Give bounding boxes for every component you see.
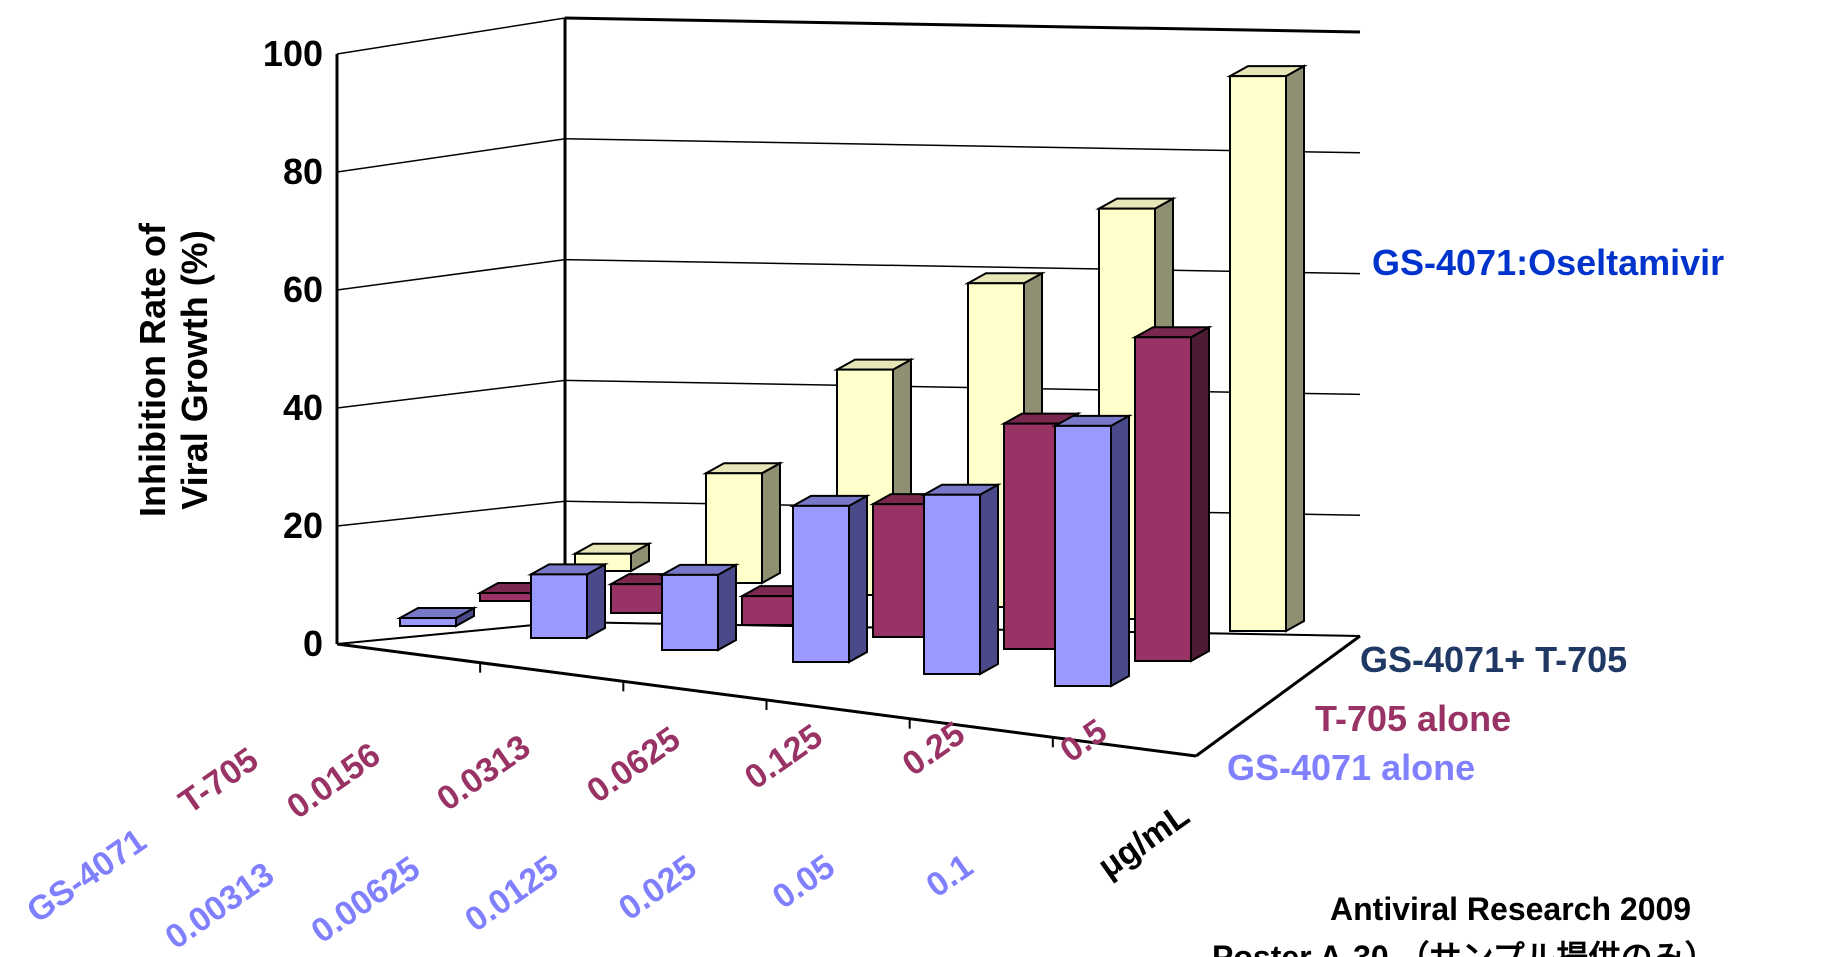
x-label-t705: 0.5 <box>1053 712 1114 770</box>
gridline-back <box>564 138 1361 154</box>
legend-combo: GS-4071+ T-705 <box>1360 639 1627 680</box>
bar-t-705-alone-5 <box>1131 325 1213 663</box>
gridline-side <box>336 500 566 527</box>
x-header-gs4071: GS-4071 <box>20 821 153 930</box>
x-label-gs4071: 0.05 <box>766 847 842 916</box>
source-line2: Poster A-30 （サンプル提供のみ） <box>1212 939 1717 957</box>
back-top-edge <box>564 16 1361 34</box>
x-label-gs4071: 0.00313 <box>158 855 280 957</box>
bar-gs-4071-alone-4 <box>920 483 1002 676</box>
bar-gs-4071-alone-5 <box>1051 414 1133 688</box>
source-line1: Antiviral Research 2009 <box>1330 891 1691 927</box>
bar-gs-4071-t-705-5 <box>1226 64 1308 633</box>
x-label-gs4071: 0.00625 <box>304 849 426 951</box>
gridline-side <box>336 379 566 409</box>
gridline-side <box>336 138 566 173</box>
y-tick-label: 40 <box>283 387 323 428</box>
bar-gs-4071-alone-2 <box>658 563 740 652</box>
x-label-gs4071: 0.0125 <box>458 849 565 940</box>
gridline-back <box>564 379 1361 396</box>
y-tick-label: 0 <box>303 623 323 664</box>
floor-left-edge <box>336 621 566 645</box>
x-label-gs4071: 0.025 <box>612 848 704 928</box>
gridline-back <box>564 258 1361 275</box>
y-tick-label: 60 <box>283 269 323 310</box>
y-tick-label: 20 <box>283 505 323 546</box>
x-label-t705: 0.0625 <box>580 720 687 811</box>
x-label-t705: 0.0313 <box>430 728 537 819</box>
y-axis-label-line2: Viral Growth (%) <box>174 230 215 509</box>
x-label-t705: 0.0156 <box>280 736 387 827</box>
floor-right-edge <box>1195 634 1361 758</box>
y-tick-labels: 0 20 40 60 80 100 <box>263 33 323 664</box>
annotation-oseltamivir: GS-4071:Oseltamivir <box>1372 242 1724 283</box>
unit-label: μg/mL <box>1091 796 1196 886</box>
y-tick-label: 100 <box>263 33 323 74</box>
bar-gs-4071-alone-1 <box>527 562 609 640</box>
gridline-side <box>336 17 566 55</box>
x-header-t705: T-705 <box>172 740 265 821</box>
x-label-t705: 0.125 <box>738 717 830 797</box>
bar-gs-4071-t-705-1 <box>702 461 784 585</box>
y-tick-label: 80 <box>283 151 323 192</box>
bar-gs-4071-alone-3 <box>789 494 871 664</box>
y-axis-label-line1: Inhibition Rate of <box>132 222 173 517</box>
gridline-side <box>336 258 566 291</box>
bar-gs-4071-t-705-0 <box>571 542 653 573</box>
x-label-gs4071: 0.1 <box>919 847 980 905</box>
legend-gs4071: GS-4071 alone <box>1227 747 1475 788</box>
bar-gs-4071-alone-0 <box>396 606 478 628</box>
legend-t705: T-705 alone <box>1315 698 1511 739</box>
bar-series <box>396 64 1308 688</box>
